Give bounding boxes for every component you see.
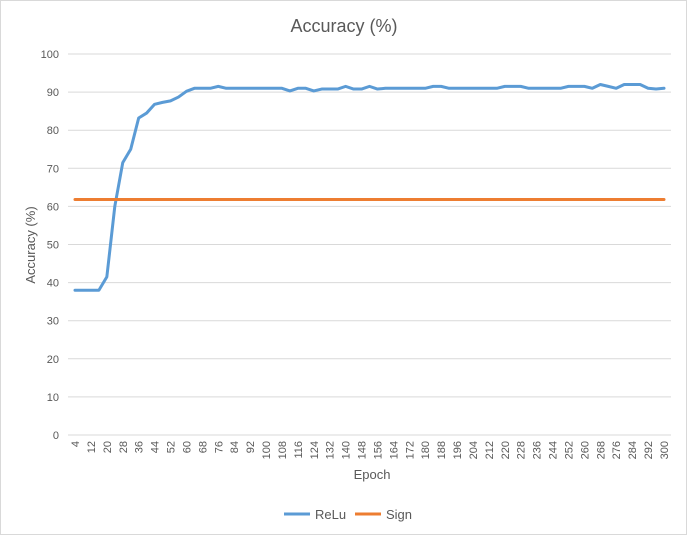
x-tick-label: 212 — [484, 441, 496, 459]
x-tick-label: 188 — [436, 441, 448, 459]
x-tick-label: 220 — [500, 441, 512, 459]
y-tick-label: 70 — [47, 163, 59, 175]
x-tick-label: 68 — [197, 441, 209, 453]
x-tick-label: 84 — [229, 441, 241, 453]
x-tick-label: 12 — [86, 441, 98, 453]
x-tick-label: 108 — [277, 441, 289, 459]
x-tick-label: 292 — [643, 441, 655, 459]
x-axis-ticks: 4 12 20 28 36 44 52 60 68 76 84 92 100 108 116 124 132 14… — [70, 441, 671, 459]
x-tick-label: 268 — [595, 441, 607, 459]
y-tick-label: 40 — [47, 278, 59, 290]
x-tick-label: 92 — [245, 441, 257, 453]
x-tick-label: 252 — [563, 441, 575, 459]
y-tick-label: 50 — [47, 240, 59, 252]
gridlines — [68, 53, 671, 398]
x-tick-label: 276 — [611, 441, 623, 459]
x-tick-label: 44 — [150, 441, 162, 453]
x-tick-label: 260 — [579, 441, 591, 459]
x-tick-label: 36 — [134, 441, 146, 453]
y-tick-label: 0 — [53, 430, 59, 442]
x-tick-label: 204 — [468, 441, 480, 459]
x-tick-label: 164 — [388, 441, 400, 459]
x-tick-label: 132 — [325, 441, 337, 459]
x-tick-label: 156 — [372, 441, 384, 459]
series-lines — [73, 82, 666, 292]
x-tick-label: 76 — [213, 441, 225, 453]
y-tick-label: 80 — [47, 125, 59, 137]
x-tick-label: 28 — [118, 441, 130, 453]
x-tick-label: 60 — [181, 441, 193, 453]
x-tick-label: 100 — [261, 441, 273, 459]
y-tick-label: 10 — [47, 392, 59, 404]
x-tick-label: 4 — [70, 441, 82, 447]
series-line-relu — [73, 82, 666, 292]
legend: ReLu Sign — [284, 507, 412, 522]
y-axis-ticks: 0 10 20 30 40 50 60 70 80 90 100 — [41, 49, 59, 442]
x-tick-label: 244 — [548, 441, 560, 459]
x-tick-label: 20 — [102, 441, 114, 453]
x-tick-label: 140 — [341, 441, 353, 459]
y-tick-label: 90 — [47, 87, 59, 99]
x-tick-label: 300 — [659, 441, 671, 459]
y-tick-label: 100 — [41, 49, 59, 61]
x-tick-label: 116 — [293, 441, 305, 459]
legend-label-sign: Sign — [386, 507, 412, 522]
x-tick-label: 236 — [532, 441, 544, 459]
x-axis-title: Epoch — [354, 467, 391, 482]
x-tick-label: 52 — [166, 441, 178, 453]
x-tick-label: 172 — [404, 441, 416, 459]
y-tick-label: 30 — [47, 316, 59, 328]
y-axis-title: Accuracy (%) — [23, 206, 38, 283]
x-tick-label: 196 — [452, 441, 464, 459]
y-tick-label: 60 — [47, 201, 59, 213]
legend-label-relu: ReLu — [315, 507, 346, 522]
x-tick-label: 148 — [357, 441, 369, 459]
chart-title: Accuracy (%) — [290, 16, 397, 36]
x-tick-label: 124 — [309, 441, 321, 459]
y-tick-label: 20 — [47, 354, 59, 366]
x-tick-label: 284 — [627, 441, 639, 459]
x-tick-label: 180 — [420, 441, 432, 459]
x-tick-label: 228 — [516, 441, 528, 459]
